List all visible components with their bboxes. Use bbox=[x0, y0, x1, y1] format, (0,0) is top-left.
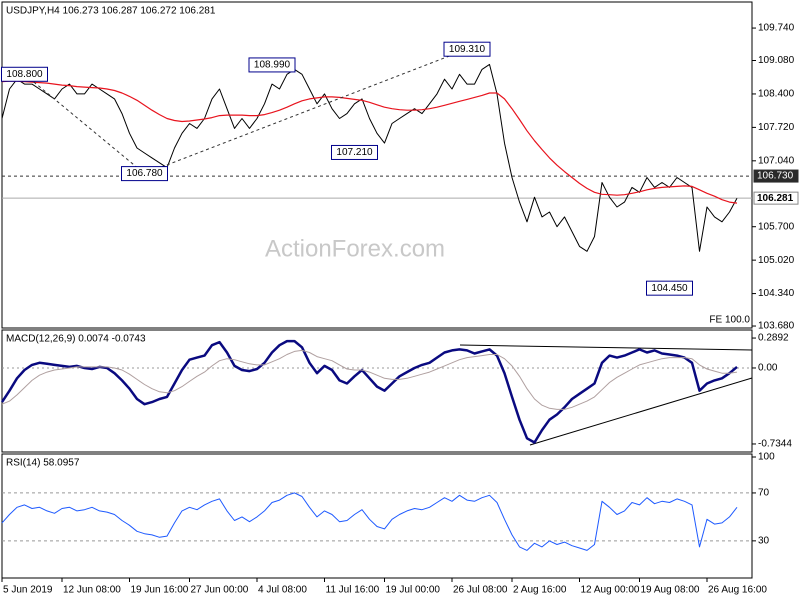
x-tick-label: 4 Jul 08:00 bbox=[258, 585, 307, 596]
annotation-label: 107.210 bbox=[336, 147, 373, 158]
annotation-box bbox=[331, 144, 378, 160]
level-label: 106.730 bbox=[757, 171, 794, 182]
y-tick-label: 100 bbox=[758, 452, 775, 463]
y-tick-label: 105.700 bbox=[758, 221, 795, 232]
annotation-label: 108.990 bbox=[254, 60, 291, 71]
x-tick-label: 2 Aug 16:00 bbox=[513, 585, 567, 596]
x-tick-label: 12 Jun 08:00 bbox=[63, 585, 121, 596]
dashed-trend bbox=[144, 48, 468, 175]
x-tick-label: 11 Jul 16:00 bbox=[326, 585, 380, 596]
annotation-box bbox=[646, 280, 693, 296]
x-tick-label: 26 Aug 16:00 bbox=[708, 585, 767, 596]
level-box bbox=[753, 169, 799, 183]
trend-line bbox=[529, 377, 753, 446]
y-tick-label: 70 bbox=[758, 488, 770, 499]
annotation-box bbox=[248, 57, 296, 73]
level-label: 106.281 bbox=[757, 193, 794, 204]
panel-frame bbox=[1, 329, 753, 453]
x-tick-label: 12 Aug 00:00 bbox=[581, 585, 640, 596]
y-tick-label: 104.340 bbox=[758, 288, 795, 299]
panel-title: MACD(12,26,9) 0.0074 -0.0743 bbox=[6, 334, 146, 345]
x-tick-label: 19 Jul 00:00 bbox=[386, 585, 441, 596]
series-line bbox=[0, 339, 738, 444]
x-tick-label: 19 Aug 08:00 bbox=[641, 585, 700, 596]
annotation-box bbox=[443, 41, 491, 57]
note: FE 100.0 bbox=[709, 315, 750, 326]
panel-title: RSI(14) 58.0957 bbox=[6, 458, 80, 469]
x-tick-label: 5 Jun 2019 bbox=[3, 585, 53, 596]
series-line bbox=[1, 80, 738, 204]
y-tick-label: 0.2892 bbox=[758, 333, 789, 344]
y-tick-label: 107.040 bbox=[758, 155, 795, 166]
annotation-label: 109.310 bbox=[449, 44, 486, 55]
panel-title: USDJPY,H4 106.273 106.287 106.272 106.28… bbox=[6, 6, 216, 17]
series-line bbox=[1, 349, 738, 410]
series-line bbox=[1, 492, 738, 551]
annotation-label: 104.450 bbox=[651, 283, 688, 294]
annotation-label: 106.780 bbox=[126, 168, 163, 179]
annotation-box bbox=[121, 166, 168, 182]
x-tick-label: 27 Jun 00:00 bbox=[191, 585, 249, 596]
level-box bbox=[753, 191, 799, 205]
watermark: ActionForex.com bbox=[265, 235, 445, 262]
dashed-trend bbox=[24, 73, 145, 174]
y-tick-label: 107.720 bbox=[758, 122, 795, 133]
x-tick-label: 26 Jul 08:00 bbox=[453, 585, 508, 596]
annotation-label: 108.800 bbox=[6, 69, 43, 80]
annotation-box bbox=[1, 66, 48, 82]
y-tick-label: 0.00 bbox=[758, 363, 778, 374]
x-tick-label: 19 Jun 16:00 bbox=[131, 585, 189, 596]
y-tick-label: 105.020 bbox=[758, 255, 795, 266]
y-tick-label: 103.680 bbox=[758, 321, 795, 332]
y-tick-label: 108.400 bbox=[758, 89, 795, 100]
y-tick-label: 109.740 bbox=[758, 23, 795, 34]
trend-line bbox=[459, 344, 753, 351]
panel-frame bbox=[1, 453, 753, 579]
y-tick-label: -0.7344 bbox=[758, 439, 792, 450]
panel-frame bbox=[1, 1, 753, 329]
y-tick-label: 109.080 bbox=[758, 55, 795, 66]
y-tick-label: 30 bbox=[758, 536, 770, 547]
series-line bbox=[1, 63, 738, 252]
